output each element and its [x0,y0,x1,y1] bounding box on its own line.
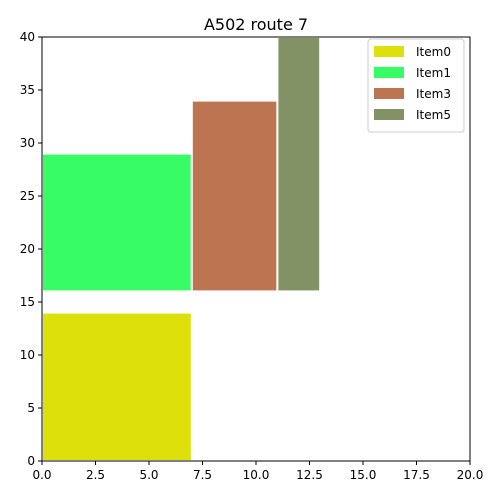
y-tick-label: 30 [20,136,35,150]
legend-swatch-item3 [374,88,404,99]
x-tick-label: 5.0 [139,468,158,482]
legend-label-item1: Item1 [416,66,451,80]
legend-swatch-item5 [374,109,404,120]
chart-title: A502 route 7 [204,15,308,34]
x-tick-label: 15.0 [350,468,377,482]
legend-swatch-item0 [374,46,404,57]
bars-group [41,36,322,462]
y-tick-label: 15 [20,295,35,309]
y-tick-label: 40 [20,30,35,44]
legend-label-item3: Item3 [416,87,451,101]
bar-item5 [276,36,322,293]
x-tick-label: 12.5 [296,468,323,482]
x-tick-label: 17.5 [403,468,430,482]
legend-label-item0: Item0 [416,45,451,59]
bar-item1 [41,152,193,293]
legend-swatch-item1 [374,67,404,78]
y-tick-label: 5 [27,401,35,415]
legend-box [367,38,465,133]
x-tick-label: 20.0 [457,468,484,482]
bar-item3 [190,99,279,293]
axes-group: 0.0 2.5 5.0 7.5 10.0 12.5 15.0 17.5 20.0 0 5 10 15 20… [20,30,484,482]
y-tick-label: 20 [20,242,35,256]
bar-item0 [41,311,193,462]
y-tick-label: 10 [20,348,35,362]
y-tick-label: 35 [20,83,35,97]
x-tick-label: 2.5 [86,468,105,482]
legend: Item0 Item1 Item3 Item5 [367,38,465,133]
x-tick-label: 0.0 [32,468,51,482]
legend-label-item5: Item5 [416,108,451,122]
x-tick-label: 10.0 [243,468,270,482]
y-tick-label: 0 [27,454,35,468]
x-tick-label: 7.5 [193,468,212,482]
y-tick-label: 25 [20,189,35,203]
